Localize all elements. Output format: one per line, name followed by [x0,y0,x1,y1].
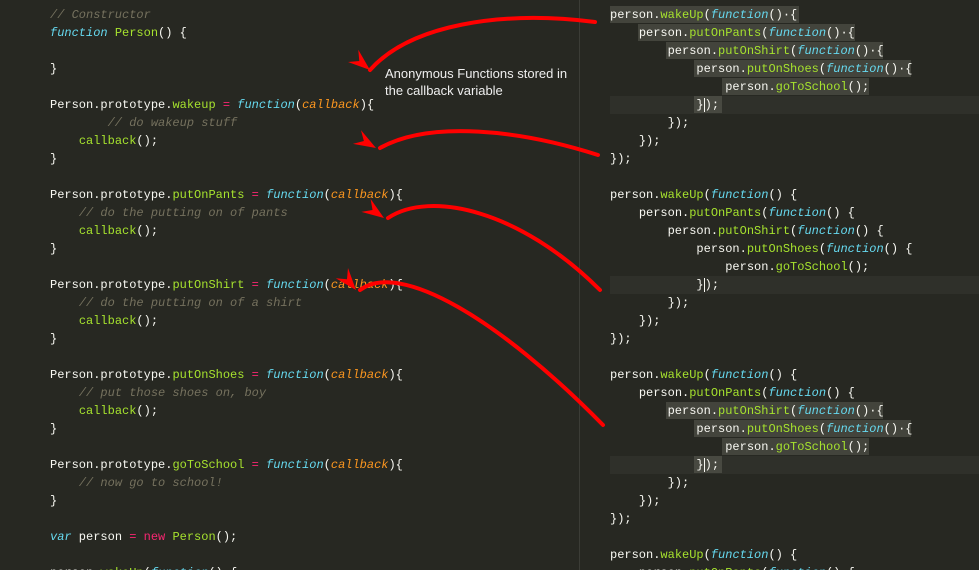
code-line[interactable]: Person.prototype.putOnPants = function(c… [50,186,579,204]
code-line[interactable]: function Person() { [50,24,579,42]
code-line[interactable]: }); [610,294,979,312]
code-line[interactable]: }); [610,456,979,474]
code-line[interactable]: person.wakeUp(function() { [610,546,979,564]
code-line[interactable]: }); [610,330,979,348]
code-line[interactable] [50,546,579,564]
code-line[interactable]: // do wakeup stuff [50,114,579,132]
code-line[interactable]: callback(); [50,132,579,150]
code-line[interactable]: // Constructor [50,6,579,24]
code-line[interactable]: }); [610,132,979,150]
code-line[interactable] [50,510,579,528]
code-line[interactable]: Person.prototype.putOnShoes = function(c… [50,366,579,384]
code-line[interactable]: } [50,240,579,258]
code-line[interactable]: person.putOnPants(function() { [610,564,979,570]
code-line[interactable]: callback(); [50,312,579,330]
code-line[interactable]: }); [610,96,979,114]
code-line[interactable] [50,348,579,366]
code-line[interactable]: person.goToSchool(); [610,78,979,96]
code-line[interactable]: Person.prototype.goToSchool = function(c… [50,456,579,474]
code-line[interactable]: // do the putting on of pants [50,204,579,222]
code-line[interactable]: } [50,330,579,348]
right-code-pane[interactable]: person.wakeUp(function()·{ person.putOnP… [580,0,979,570]
annotation-line-2: the callback variable [385,83,567,100]
code-line[interactable] [610,168,979,186]
code-line[interactable]: }); [610,276,979,294]
code-line[interactable]: callback(); [50,222,579,240]
code-line[interactable] [610,528,979,546]
code-line[interactable]: }); [610,150,979,168]
code-line[interactable]: callback(); [50,402,579,420]
code-line[interactable]: person.putOnShoes(function()·{ [610,420,979,438]
code-line[interactable]: person.putOnShoes(function()·{ [610,60,979,78]
code-line[interactable] [50,42,579,60]
annotation-line-1: Anonymous Functions stored in [385,66,567,83]
code-line[interactable]: person.putOnShoes(function() { [610,240,979,258]
code-line[interactable]: // do the putting on of a shirt [50,294,579,312]
code-line[interactable]: person.wakeUp(function() { [610,186,979,204]
cursor-line-highlight [610,96,979,114]
code-line[interactable]: // put those shoes on, boy [50,384,579,402]
code-line[interactable]: }); [610,312,979,330]
code-line[interactable] [50,258,579,276]
code-line[interactable]: } [50,420,579,438]
code-line[interactable] [610,348,979,366]
code-line[interactable]: person.wakeUp(function()·{ [610,6,979,24]
code-line[interactable]: // now go to school! [50,474,579,492]
annotation-label: Anonymous Functions stored in the callba… [385,66,567,100]
code-line[interactable]: }); [610,492,979,510]
code-line[interactable] [50,438,579,456]
code-line[interactable]: person.goToSchool(); [610,438,979,456]
code-line[interactable]: }); [610,474,979,492]
code-line[interactable]: person.putOnPants(function()·{ [610,24,979,42]
code-line[interactable]: Person.prototype.putOnShirt = function(c… [50,276,579,294]
code-line[interactable]: person.putOnShirt(function()·{ [610,402,979,420]
code-line[interactable]: person.goToSchool(); [610,258,979,276]
code-line[interactable]: } [50,492,579,510]
cursor-line-highlight [610,276,979,294]
code-line[interactable]: }); [610,510,979,528]
code-line[interactable]: person.wakeUp(function() { [50,564,579,570]
code-line[interactable] [50,168,579,186]
code-line[interactable]: } [50,150,579,168]
cursor-line-highlight [610,456,979,474]
code-line[interactable]: person.putOnShirt(function() { [610,222,979,240]
code-line[interactable]: person.putOnPants(function() { [610,204,979,222]
code-line[interactable]: var person = new Person(); [50,528,579,546]
code-line[interactable]: person.wakeUp(function() { [610,366,979,384]
code-line[interactable]: person.putOnShirt(function()·{ [610,42,979,60]
code-line[interactable]: person.putOnPants(function() { [610,384,979,402]
code-line[interactable]: }); [610,114,979,132]
